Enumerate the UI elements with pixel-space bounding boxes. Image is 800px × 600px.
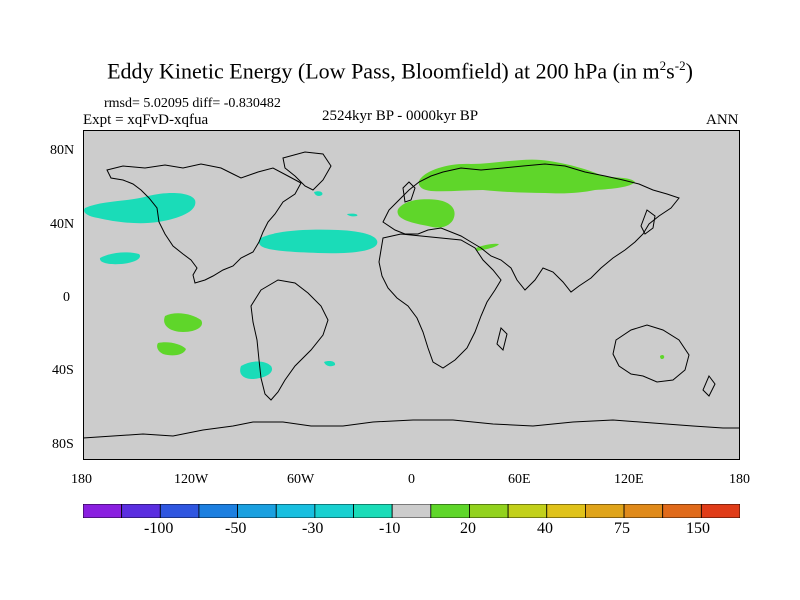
europe-asia-coast xyxy=(382,163,680,293)
x-tick-120e: 120E xyxy=(614,472,644,487)
y-tick-0: 0 xyxy=(63,290,70,305)
colorbar-swatch xyxy=(83,504,123,518)
colorbar-label: 150 xyxy=(686,520,710,537)
antarctica-coast xyxy=(83,419,740,439)
colorbar-swatch xyxy=(507,504,548,518)
madagascar-coast xyxy=(496,327,508,351)
japan-coast xyxy=(640,209,656,235)
title-mid: s xyxy=(666,58,675,84)
uk-coast xyxy=(402,181,416,203)
colorbar-label: -50 xyxy=(225,520,247,537)
colorbar-swatch xyxy=(585,504,625,518)
colorbar-label: 40 xyxy=(537,520,553,537)
title-superscript-2: -2 xyxy=(674,58,686,73)
s-pacific-positive xyxy=(164,313,203,332)
y-tick-80n: 80N xyxy=(50,143,75,158)
australia-small-positive xyxy=(660,354,665,360)
colorbar-label: -100 xyxy=(144,520,174,537)
s-pacific-positive-2 xyxy=(157,342,186,356)
x-tick-180w: 180 xyxy=(71,472,92,487)
australia-coast xyxy=(612,324,690,383)
coastlines xyxy=(83,151,740,439)
colorbar-swatch xyxy=(623,504,664,518)
anomaly-regions xyxy=(84,159,665,379)
x-tick-120w: 120W xyxy=(174,472,209,487)
colorbar-swatch xyxy=(275,504,316,518)
colorbar-swatch xyxy=(237,504,277,518)
title-superscript-1: 2 xyxy=(659,58,667,73)
y-tick-40s: 40S xyxy=(52,363,74,378)
stats-line: rmsd= 5.02095 diff= -0.830482 xyxy=(104,96,281,111)
colorbar-label: 20 xyxy=(460,520,476,537)
n-pacific-negative xyxy=(84,192,196,224)
north-america-coast xyxy=(106,163,302,284)
europe-positive xyxy=(397,199,455,228)
colorbar-swatch xyxy=(662,504,702,518)
new-zealand-coast xyxy=(702,375,716,397)
south-america-coast xyxy=(250,279,329,401)
colorbar-swatch xyxy=(353,504,393,518)
experiment-label: Expt = xqFvD-xqfua xyxy=(83,112,209,128)
map-background xyxy=(83,130,740,460)
n-atlantic-negative xyxy=(258,229,378,254)
colorbar-label: -10 xyxy=(379,520,401,537)
colorbar-swatch xyxy=(159,504,200,518)
plot-title: Eddy Kinetic Energy (Low Pass, Bloomfiel… xyxy=(0,58,800,84)
colorbar xyxy=(83,504,740,518)
colorbar-swatch xyxy=(391,504,432,518)
subtropical-pacific-negative xyxy=(99,252,141,265)
s-pacific-negative xyxy=(240,361,273,379)
x-tick-0: 0 xyxy=(408,472,415,487)
n-pacific-small-negative xyxy=(314,191,323,196)
colorbar-swatch xyxy=(198,504,238,518)
x-tick-180e: 180 xyxy=(729,472,750,487)
title-end: ) xyxy=(685,58,693,84)
africa-coast xyxy=(378,233,502,369)
colorbar-swatch xyxy=(430,504,470,518)
colorbar-swatch xyxy=(546,504,586,518)
colorbar-swatch xyxy=(700,504,740,518)
colorbar-swatch xyxy=(121,504,161,518)
colorbar-label: -30 xyxy=(302,520,324,537)
eurasia-positive xyxy=(418,159,635,194)
colorbar-swatch xyxy=(314,504,354,518)
period-label: 2524kyr BP - 0000kyr BP xyxy=(322,108,479,124)
y-tick-80s: 80S xyxy=(52,437,74,452)
season-label: ANN xyxy=(706,112,739,128)
world-map xyxy=(83,130,740,460)
map-frame xyxy=(83,130,740,460)
n-atlantic-small-negative xyxy=(347,213,358,217)
colorbar-label: 75 xyxy=(614,520,630,537)
greenland-coast xyxy=(282,151,332,191)
x-tick-60e: 60E xyxy=(508,472,531,487)
title-text: Eddy Kinetic Energy (Low Pass, Bloomfiel… xyxy=(107,58,660,84)
s-pacific-small-negative xyxy=(324,361,336,367)
colorbar-swatch xyxy=(469,504,509,518)
x-tick-60w: 60W xyxy=(287,472,315,487)
y-tick-40n: 40N xyxy=(50,217,75,232)
